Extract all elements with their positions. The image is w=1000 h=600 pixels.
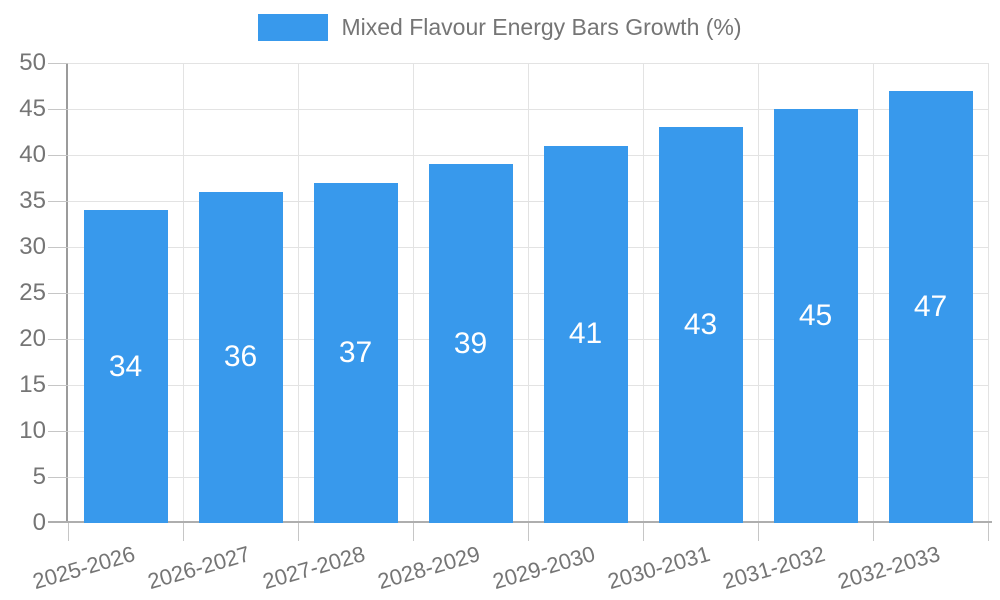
x-tick-label: 2030-2031	[605, 541, 714, 595]
plot-area	[68, 63, 989, 523]
x-tick-label: 2027-2028	[260, 541, 369, 595]
legend[interactable]: Mixed Flavour Energy Bars Growth (%)	[0, 14, 1000, 41]
x-gridline	[873, 63, 874, 523]
x-tick-mark	[298, 523, 299, 541]
bar-2026-2027[interactable]: 36	[198, 191, 283, 523]
x-tick-label: 2029-2030	[490, 541, 599, 595]
bar-value-label: 45	[798, 299, 833, 332]
bar-value-label: 41	[568, 317, 603, 351]
bar-value-label: 39	[453, 326, 488, 360]
y-tick-label: 20	[19, 325, 46, 352]
y-tick-mark	[48, 477, 68, 478]
bar-2025-2026[interactable]: 34	[83, 210, 168, 523]
x-tick-label: 2026-2027	[145, 541, 254, 595]
bar-value-label: 47	[913, 289, 948, 323]
y-tick-mark	[48, 385, 68, 386]
bar-value-label: 36	[223, 340, 258, 374]
y-tick-label: 5	[32, 463, 46, 490]
y-tick-mark	[48, 201, 68, 202]
bar-value-label: 34	[108, 349, 143, 383]
y-tick-mark	[48, 293, 68, 294]
y-tick-mark	[48, 339, 68, 340]
x-gridline	[528, 63, 529, 523]
x-tick-mark	[873, 523, 874, 541]
y-tick-label: 10	[19, 417, 46, 444]
x-tick-mark	[643, 523, 644, 541]
x-tick-mark	[758, 523, 759, 541]
x-gridline	[988, 63, 989, 523]
legend-swatch	[258, 14, 329, 41]
y-tick-label: 15	[19, 371, 46, 398]
x-gridline	[413, 63, 414, 523]
x-tick-mark	[183, 523, 184, 541]
x-tick-mark	[68, 523, 69, 541]
legend-label: Mixed Flavour Energy Bars Growth (%)	[341, 14, 742, 40]
y-tick-label: 50	[19, 49, 46, 76]
x-gridline	[758, 63, 759, 523]
x-tick-mark	[988, 523, 989, 541]
bar-2029-2030[interactable]: 41	[543, 145, 628, 523]
y-tick-mark	[48, 63, 68, 64]
bar-value-label: 43	[683, 308, 718, 342]
x-tick-label: 2028-2029	[375, 541, 484, 595]
y-tick-mark	[48, 109, 68, 110]
y-tick-label: 40	[19, 141, 46, 168]
x-axis-line	[48, 521, 992, 523]
bar-value-label: 37	[338, 335, 373, 369]
x-tick-label: 2031-2032	[720, 541, 829, 595]
bar-2027-2028[interactable]: 37	[313, 182, 398, 523]
x-tick-mark	[528, 523, 529, 541]
x-tick-label: 2025-2026	[30, 541, 139, 595]
x-tick-mark	[413, 523, 414, 541]
x-gridline	[643, 63, 644, 523]
bar-2032-2033[interactable]: 47	[888, 90, 973, 523]
bar-2030-2031[interactable]: 43	[658, 127, 743, 523]
x-gridline	[183, 63, 184, 523]
x-gridline	[298, 63, 299, 523]
y-tick-mark	[48, 155, 68, 156]
bar-2028-2029[interactable]: 39	[428, 164, 513, 523]
y-tick-label: 45	[19, 95, 46, 122]
y-tick-label: 35	[19, 187, 46, 214]
y-tick-label: 0	[32, 509, 46, 536]
bar-2031-2032[interactable]: 45	[773, 109, 858, 523]
x-tick-label: 2032-2033	[835, 541, 944, 595]
y-tick-label: 30	[19, 233, 46, 260]
y-tick-mark	[48, 431, 68, 432]
y-tick-label: 25	[19, 279, 46, 306]
y-tick-mark	[48, 247, 68, 248]
